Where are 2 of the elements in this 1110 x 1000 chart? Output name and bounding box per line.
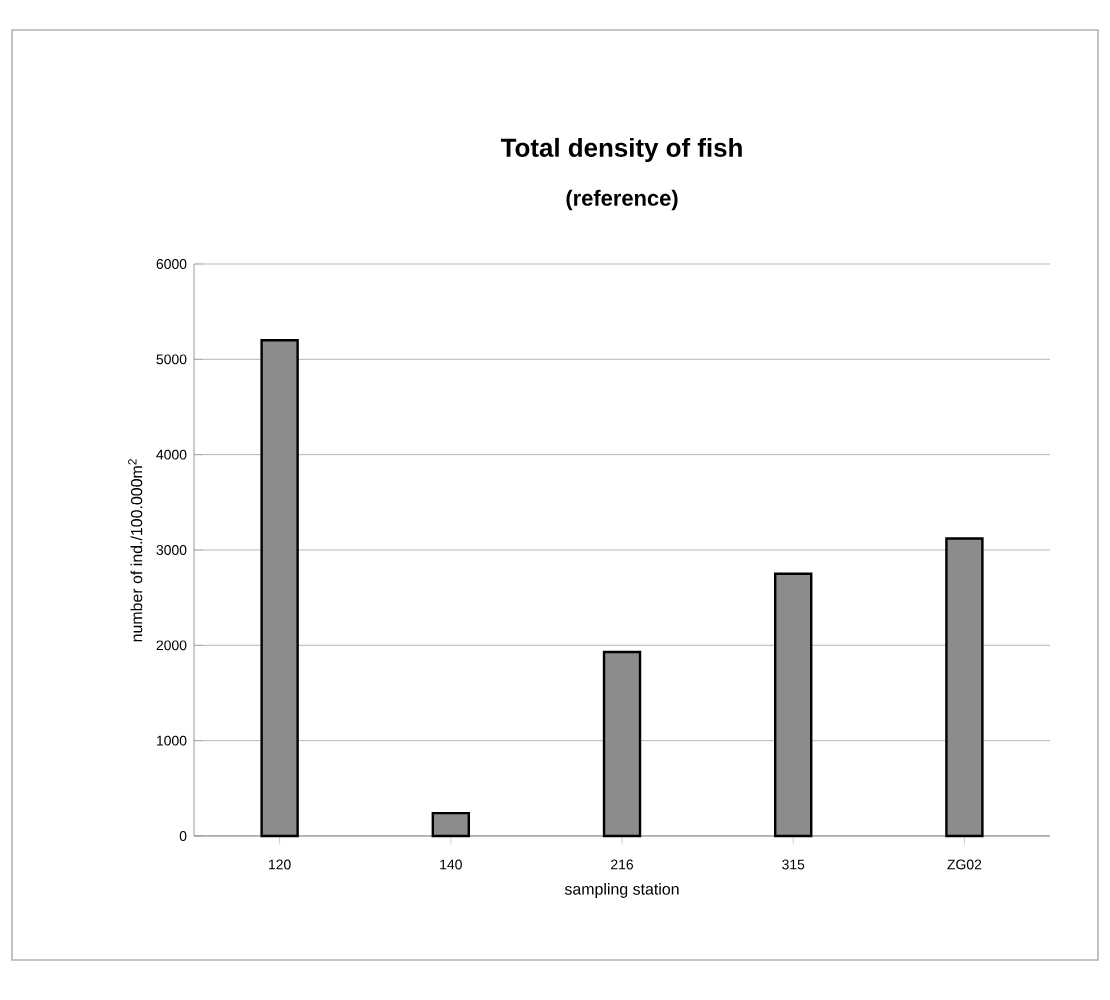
chart-title: Total density of fish — [500, 137, 742, 163]
chart-subtitle: (reference) — [566, 189, 678, 211]
